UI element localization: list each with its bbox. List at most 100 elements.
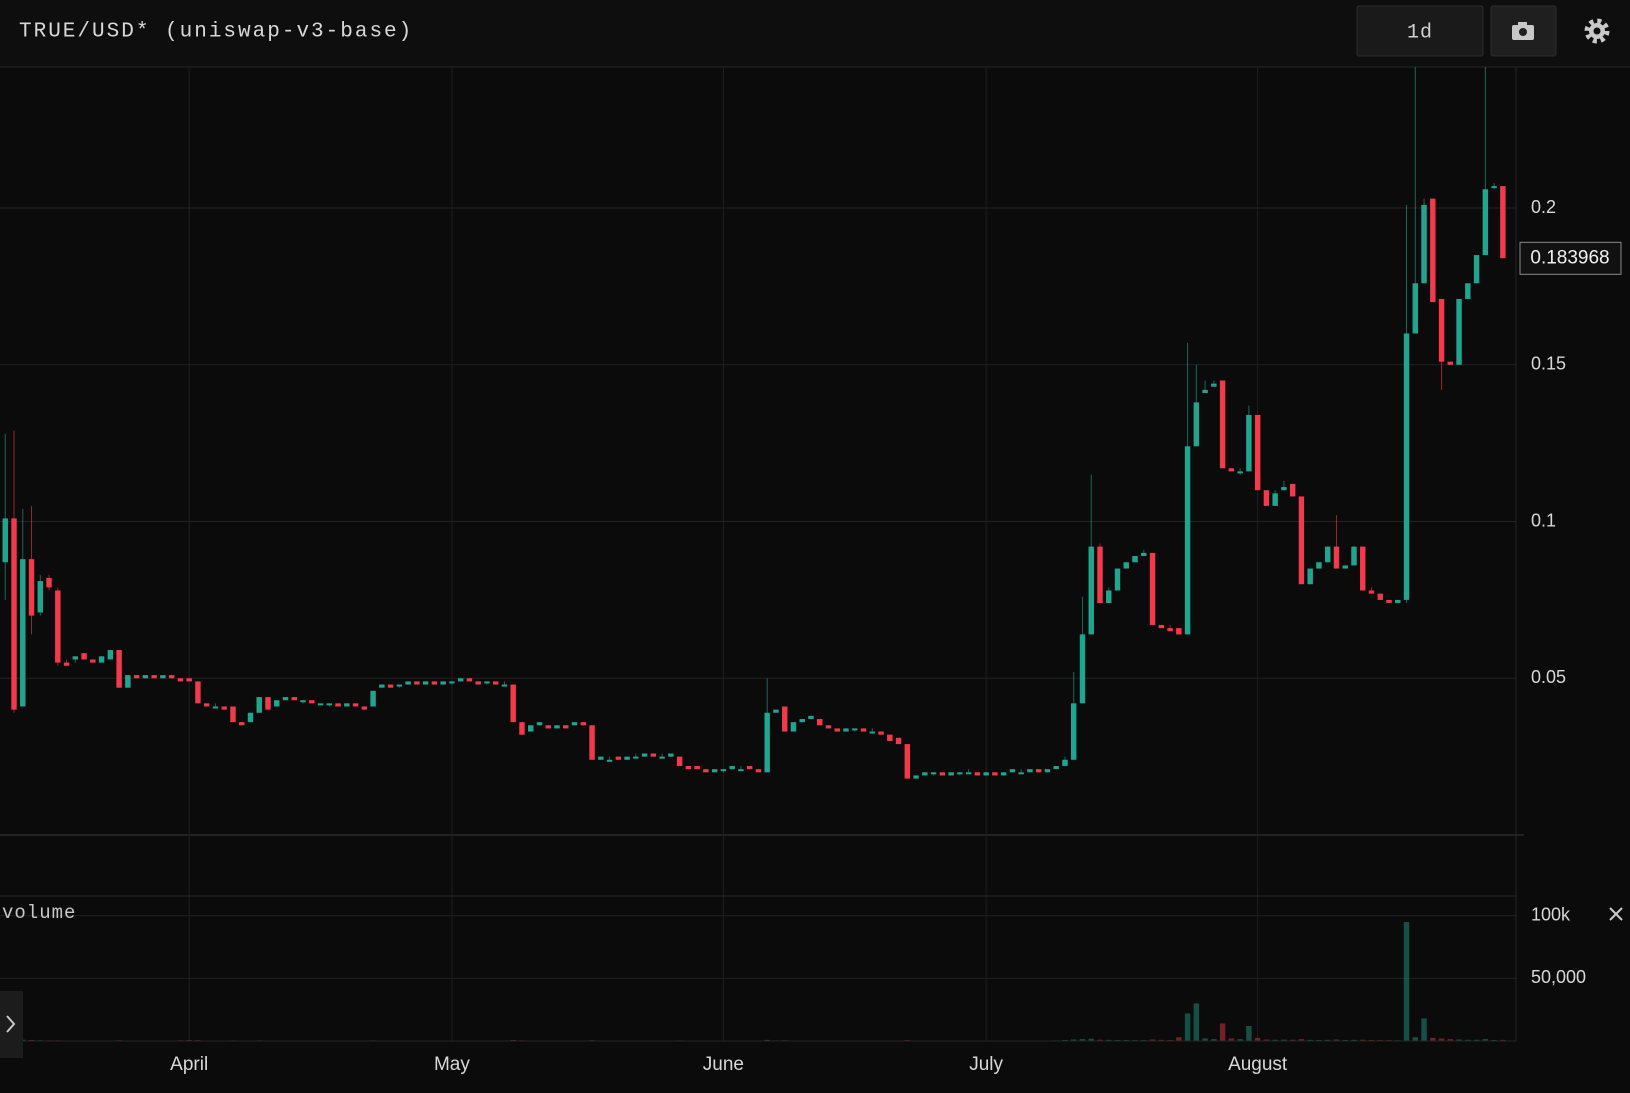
volume-bar bbox=[1123, 1039, 1129, 1041]
candle-body bbox=[1465, 283, 1471, 299]
candle-body bbox=[528, 725, 534, 732]
candle-body bbox=[904, 744, 911, 779]
candle-body bbox=[1000, 772, 1007, 776]
candle-body bbox=[186, 678, 192, 682]
candle-body bbox=[1447, 361, 1454, 365]
candle-body bbox=[1176, 628, 1182, 635]
y-tick-label: 50,000 bbox=[1531, 967, 1586, 987]
candle-body bbox=[352, 703, 359, 707]
candle-body bbox=[335, 703, 341, 707]
interval-label[interactable]: 1d bbox=[1407, 21, 1433, 44]
volume-bar bbox=[1158, 1039, 1165, 1041]
volume-bar bbox=[28, 1039, 35, 1041]
candle-body bbox=[1132, 556, 1138, 563]
candle-body bbox=[589, 725, 595, 760]
candle-body bbox=[1193, 402, 1200, 447]
volume-bar bbox=[1079, 1039, 1086, 1041]
volume-bar bbox=[510, 1039, 516, 1041]
candle-body bbox=[790, 722, 797, 732]
candle-body bbox=[1009, 769, 1016, 773]
candle-body bbox=[878, 731, 884, 735]
volume-bar bbox=[1272, 1039, 1278, 1041]
candle-body bbox=[326, 703, 333, 706]
close-volume-button[interactable] bbox=[1609, 907, 1623, 921]
gear-hole[interactable] bbox=[1593, 27, 1601, 35]
candle-body bbox=[852, 728, 858, 731]
candle-body bbox=[983, 772, 989, 776]
candle-body bbox=[440, 681, 446, 685]
candle-body bbox=[247, 712, 254, 723]
candle-body bbox=[475, 681, 481, 685]
chevron-icon[interactable] bbox=[6, 1015, 16, 1033]
volume-bar bbox=[1071, 1039, 1077, 1041]
candle-body bbox=[624, 756, 630, 760]
candle-body bbox=[282, 697, 289, 701]
settings-button[interactable] bbox=[1584, 18, 1610, 44]
candle-body bbox=[72, 656, 79, 660]
volume-bar bbox=[1114, 1039, 1121, 1041]
candle-body bbox=[1298, 496, 1305, 585]
candle-body bbox=[992, 772, 998, 776]
candle-body bbox=[90, 659, 96, 663]
candle-body bbox=[422, 681, 429, 685]
screenshot-button[interactable] bbox=[1490, 5, 1557, 57]
camera-icon-top[interactable] bbox=[1518, 22, 1527, 26]
candle-body bbox=[965, 772, 972, 775]
candle-body bbox=[37, 581, 44, 613]
candle-body bbox=[1237, 471, 1243, 474]
volume-bar bbox=[1281, 1039, 1287, 1041]
candle-body bbox=[431, 681, 438, 685]
gear-teeth[interactable] bbox=[1584, 18, 1610, 44]
volume-bar bbox=[1473, 1039, 1480, 1041]
expand-button[interactable] bbox=[0, 991, 23, 1058]
candle-body bbox=[125, 675, 131, 688]
volume-bar bbox=[1088, 1038, 1094, 1041]
candle-body bbox=[606, 759, 613, 762]
candle-body bbox=[396, 684, 403, 687]
volume-bar bbox=[1193, 1003, 1200, 1041]
candle-body bbox=[492, 681, 499, 685]
candle-body bbox=[676, 756, 683, 767]
interval-button[interactable] bbox=[1356, 5, 1484, 57]
candle-body bbox=[1386, 599, 1392, 604]
candle-body bbox=[449, 681, 455, 684]
candle-body bbox=[1228, 468, 1235, 472]
volume-bar bbox=[1316, 1039, 1322, 1041]
volume-bar bbox=[1351, 1039, 1357, 1041]
volume-bar bbox=[1106, 1039, 1112, 1041]
candle-body bbox=[1473, 255, 1480, 284]
close-icon[interactable] bbox=[1609, 907, 1623, 921]
candle-body bbox=[309, 700, 315, 704]
candle-body bbox=[160, 675, 166, 679]
candle-body bbox=[1018, 772, 1024, 775]
candle-body bbox=[177, 678, 184, 682]
camera-lens[interactable] bbox=[1519, 28, 1527, 36]
candle-body bbox=[957, 772, 963, 775]
volume-bar bbox=[764, 1039, 770, 1041]
candle-body bbox=[834, 728, 840, 732]
candle-body bbox=[563, 725, 569, 729]
candle-body bbox=[1211, 383, 1217, 387]
candle-body bbox=[28, 559, 35, 616]
candle-body bbox=[107, 650, 114, 660]
candle-body bbox=[133, 675, 140, 679]
candle-body bbox=[755, 769, 762, 773]
volume-bar bbox=[1254, 1037, 1261, 1041]
volume-bar bbox=[1368, 1039, 1375, 1041]
volume-bar bbox=[1491, 1039, 1497, 1041]
volume-bar bbox=[1298, 1039, 1305, 1041]
candle-body bbox=[1307, 568, 1313, 585]
candle-body bbox=[1421, 204, 1427, 284]
candle-body bbox=[536, 722, 543, 726]
candle-body bbox=[457, 678, 464, 682]
candle-body bbox=[1219, 380, 1226, 469]
candle-body bbox=[1167, 628, 1173, 632]
candle-body bbox=[344, 703, 350, 707]
candle-body bbox=[1123, 562, 1129, 569]
expand-button-bg[interactable] bbox=[0, 991, 23, 1058]
candle-body bbox=[256, 697, 262, 713]
candle-body bbox=[142, 675, 149, 679]
candle-body bbox=[720, 769, 727, 772]
volume-bar bbox=[1438, 1038, 1445, 1041]
